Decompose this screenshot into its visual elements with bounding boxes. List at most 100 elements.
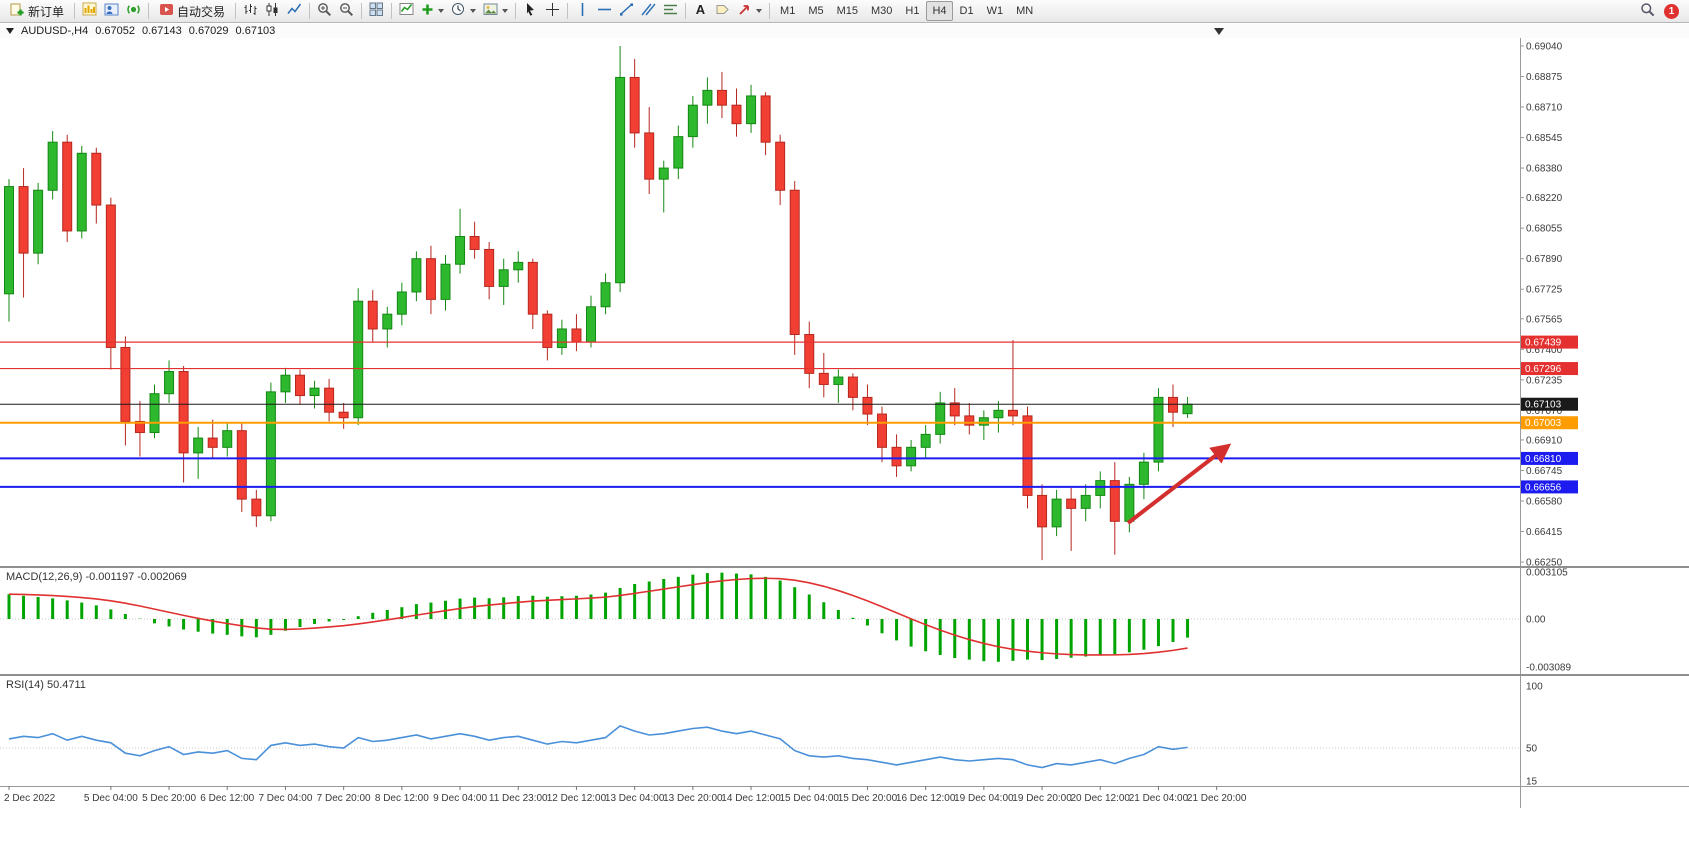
horizontal-line-button[interactable] — [594, 1, 615, 21]
bull-candle — [76, 145, 87, 239]
price-badge: 0.67439 — [1521, 335, 1578, 349]
bear-candle — [818, 353, 829, 398]
timeframe-m30-button[interactable]: M30 — [865, 1, 898, 21]
timeframe-m5-button[interactable]: M5 — [802, 1, 829, 21]
bear-candle — [1007, 340, 1018, 426]
charts-icon — [82, 2, 97, 20]
bull-candle — [993, 401, 1004, 433]
bear-candle — [295, 369, 305, 405]
svg-text:0.67003: 0.67003 — [1525, 418, 1562, 429]
price-axis-label: 0.67070 — [1526, 406, 1563, 417]
indicators-button[interactable] — [396, 1, 417, 21]
price-badge: 0.67296 — [1521, 362, 1578, 376]
candlestick-button[interactable] — [262, 1, 283, 21]
macd-panel-canvas[interactable]: MACD(12,26,9) -0.001197 -0.002069 0.00310… — [0, 568, 1689, 674]
bear-candle — [877, 406, 887, 463]
time-axis-label: 8 Dec 12:00 — [375, 793, 429, 804]
timeframe-h1-button[interactable]: H1 — [899, 1, 925, 21]
timeframe-m15-button[interactable]: M15 — [831, 1, 864, 21]
price-axis-label: 0.68545 — [1526, 133, 1563, 144]
svg-text:0.67296: 0.67296 — [1525, 364, 1562, 375]
toolbar-separator — [515, 3, 517, 19]
chart-menu-icon[interactable] — [6, 28, 14, 34]
bear-candle — [1109, 462, 1120, 555]
search-icon — [1640, 2, 1655, 20]
community-icon — [126, 2, 141, 20]
bull-candle — [658, 160, 669, 213]
zoom-in-button[interactable] — [314, 1, 335, 21]
zoom-out-button[interactable] — [336, 1, 357, 21]
price-badge: 0.66656 — [1521, 480, 1578, 494]
time-axis-label: 7 Dec 20:00 — [317, 793, 371, 804]
search-button[interactable] — [1637, 1, 1658, 21]
trendline-button[interactable] — [616, 1, 637, 21]
dropdown-caret-icon — [756, 9, 763, 13]
templates-button[interactable] — [480, 1, 511, 21]
fibonacci-button[interactable] — [660, 1, 681, 21]
timeframe-d1-button[interactable]: D1 — [954, 1, 980, 21]
bear-candle — [120, 336, 131, 446]
charts-button[interactable] — [79, 1, 100, 21]
panel-splitter[interactable] — [0, 674, 1689, 676]
crosshair-button[interactable] — [542, 1, 563, 21]
time-axis-label: 21 Dec 20:00 — [1187, 793, 1247, 804]
timeframe-mn-button[interactable]: MN — [1010, 1, 1039, 21]
toolbar-separator — [74, 3, 76, 19]
channel-button[interactable] — [638, 1, 659, 21]
bull-candle — [1051, 489, 1062, 537]
bear-candle — [862, 384, 873, 426]
ohlc-high: 0.67143 — [142, 25, 182, 37]
bull-candle — [193, 426, 204, 479]
new-order-icon — [10, 2, 25, 20]
add-indicator-button[interactable] — [418, 1, 447, 21]
panel-splitter[interactable] — [0, 566, 1689, 568]
bear-candle — [760, 92, 771, 156]
bull-candle — [935, 391, 946, 444]
bar-chart-button[interactable] — [240, 1, 261, 21]
tile-windows-button[interactable] — [366, 1, 387, 21]
bull-candle — [513, 251, 524, 283]
toolbar-separator — [148, 3, 150, 19]
bear-candle — [629, 58, 640, 148]
line-chart-button[interactable] — [284, 1, 305, 21]
community-button[interactable] — [123, 1, 144, 21]
text-button[interactable]: A — [690, 1, 711, 21]
new-order-button[interactable]: 新订单 — [4, 1, 70, 21]
bull-candle — [280, 367, 291, 403]
bear-candle — [964, 402, 975, 435]
profiles-button[interactable] — [101, 1, 122, 21]
vertical-line-button[interactable] — [572, 1, 593, 21]
time-axis-label: 9 Dec 04:00 — [433, 793, 487, 804]
main-chart-canvas[interactable]: 0.69040 0.68875 0.68710 0.68545 0.68380 0.682… — [0, 38, 1689, 566]
vertical-line-icon — [575, 2, 590, 20]
cursor-button[interactable] — [520, 1, 541, 21]
time-axis-label: 6 Dec 12:00 — [200, 793, 254, 804]
chart-shift-marker[interactable] — [1214, 28, 1224, 35]
timeframe-h4-button[interactable]: H4 — [926, 1, 953, 21]
bull-candle — [47, 131, 58, 200]
arrows-button[interactable] — [734, 1, 765, 21]
timeframe-group: M1 M5 M15 M30 H1 H4 D1 W1 MN — [774, 1, 1039, 21]
rsi-panel-canvas[interactable]: RSI(14) 50.4711 100 50 15 — [0, 676, 1689, 786]
bull-candle — [222, 423, 233, 457]
svg-text:A: A — [696, 2, 706, 17]
timeframe-w1-button[interactable]: W1 — [981, 1, 1010, 21]
toolbar-separator — [361, 3, 363, 19]
bear-candle — [207, 419, 218, 459]
bull-candle — [1080, 484, 1091, 522]
notification-badge[interactable]: 1 — [1664, 3, 1679, 19]
periods-button[interactable] — [448, 1, 479, 21]
candlestick-icon — [265, 2, 280, 20]
label-button[interactable] — [712, 1, 733, 21]
symbol-info-bar: AUDUSD-,H4 0.67052 0.67143 0.67029 0.671… — [0, 24, 1689, 38]
bear-candle — [775, 134, 786, 206]
timeframe-m1-button[interactable]: M1 — [774, 1, 801, 21]
price-axis-label: 0.66415 — [1526, 527, 1563, 538]
autotrading-button[interactable]: 自动交易 — [153, 1, 231, 21]
trend-arrow-object[interactable] — [1126, 443, 1232, 525]
rsi-axis-label: 15 — [1526, 777, 1538, 787]
time-axis[interactable]: 2 Dec 2022 5 Dec 04:00 5 Dec 20:00 6 Dec 12… — [0, 786, 1689, 808]
arrows-icon — [737, 2, 752, 20]
bull-candle — [498, 258, 509, 305]
bear-candle — [804, 321, 815, 389]
